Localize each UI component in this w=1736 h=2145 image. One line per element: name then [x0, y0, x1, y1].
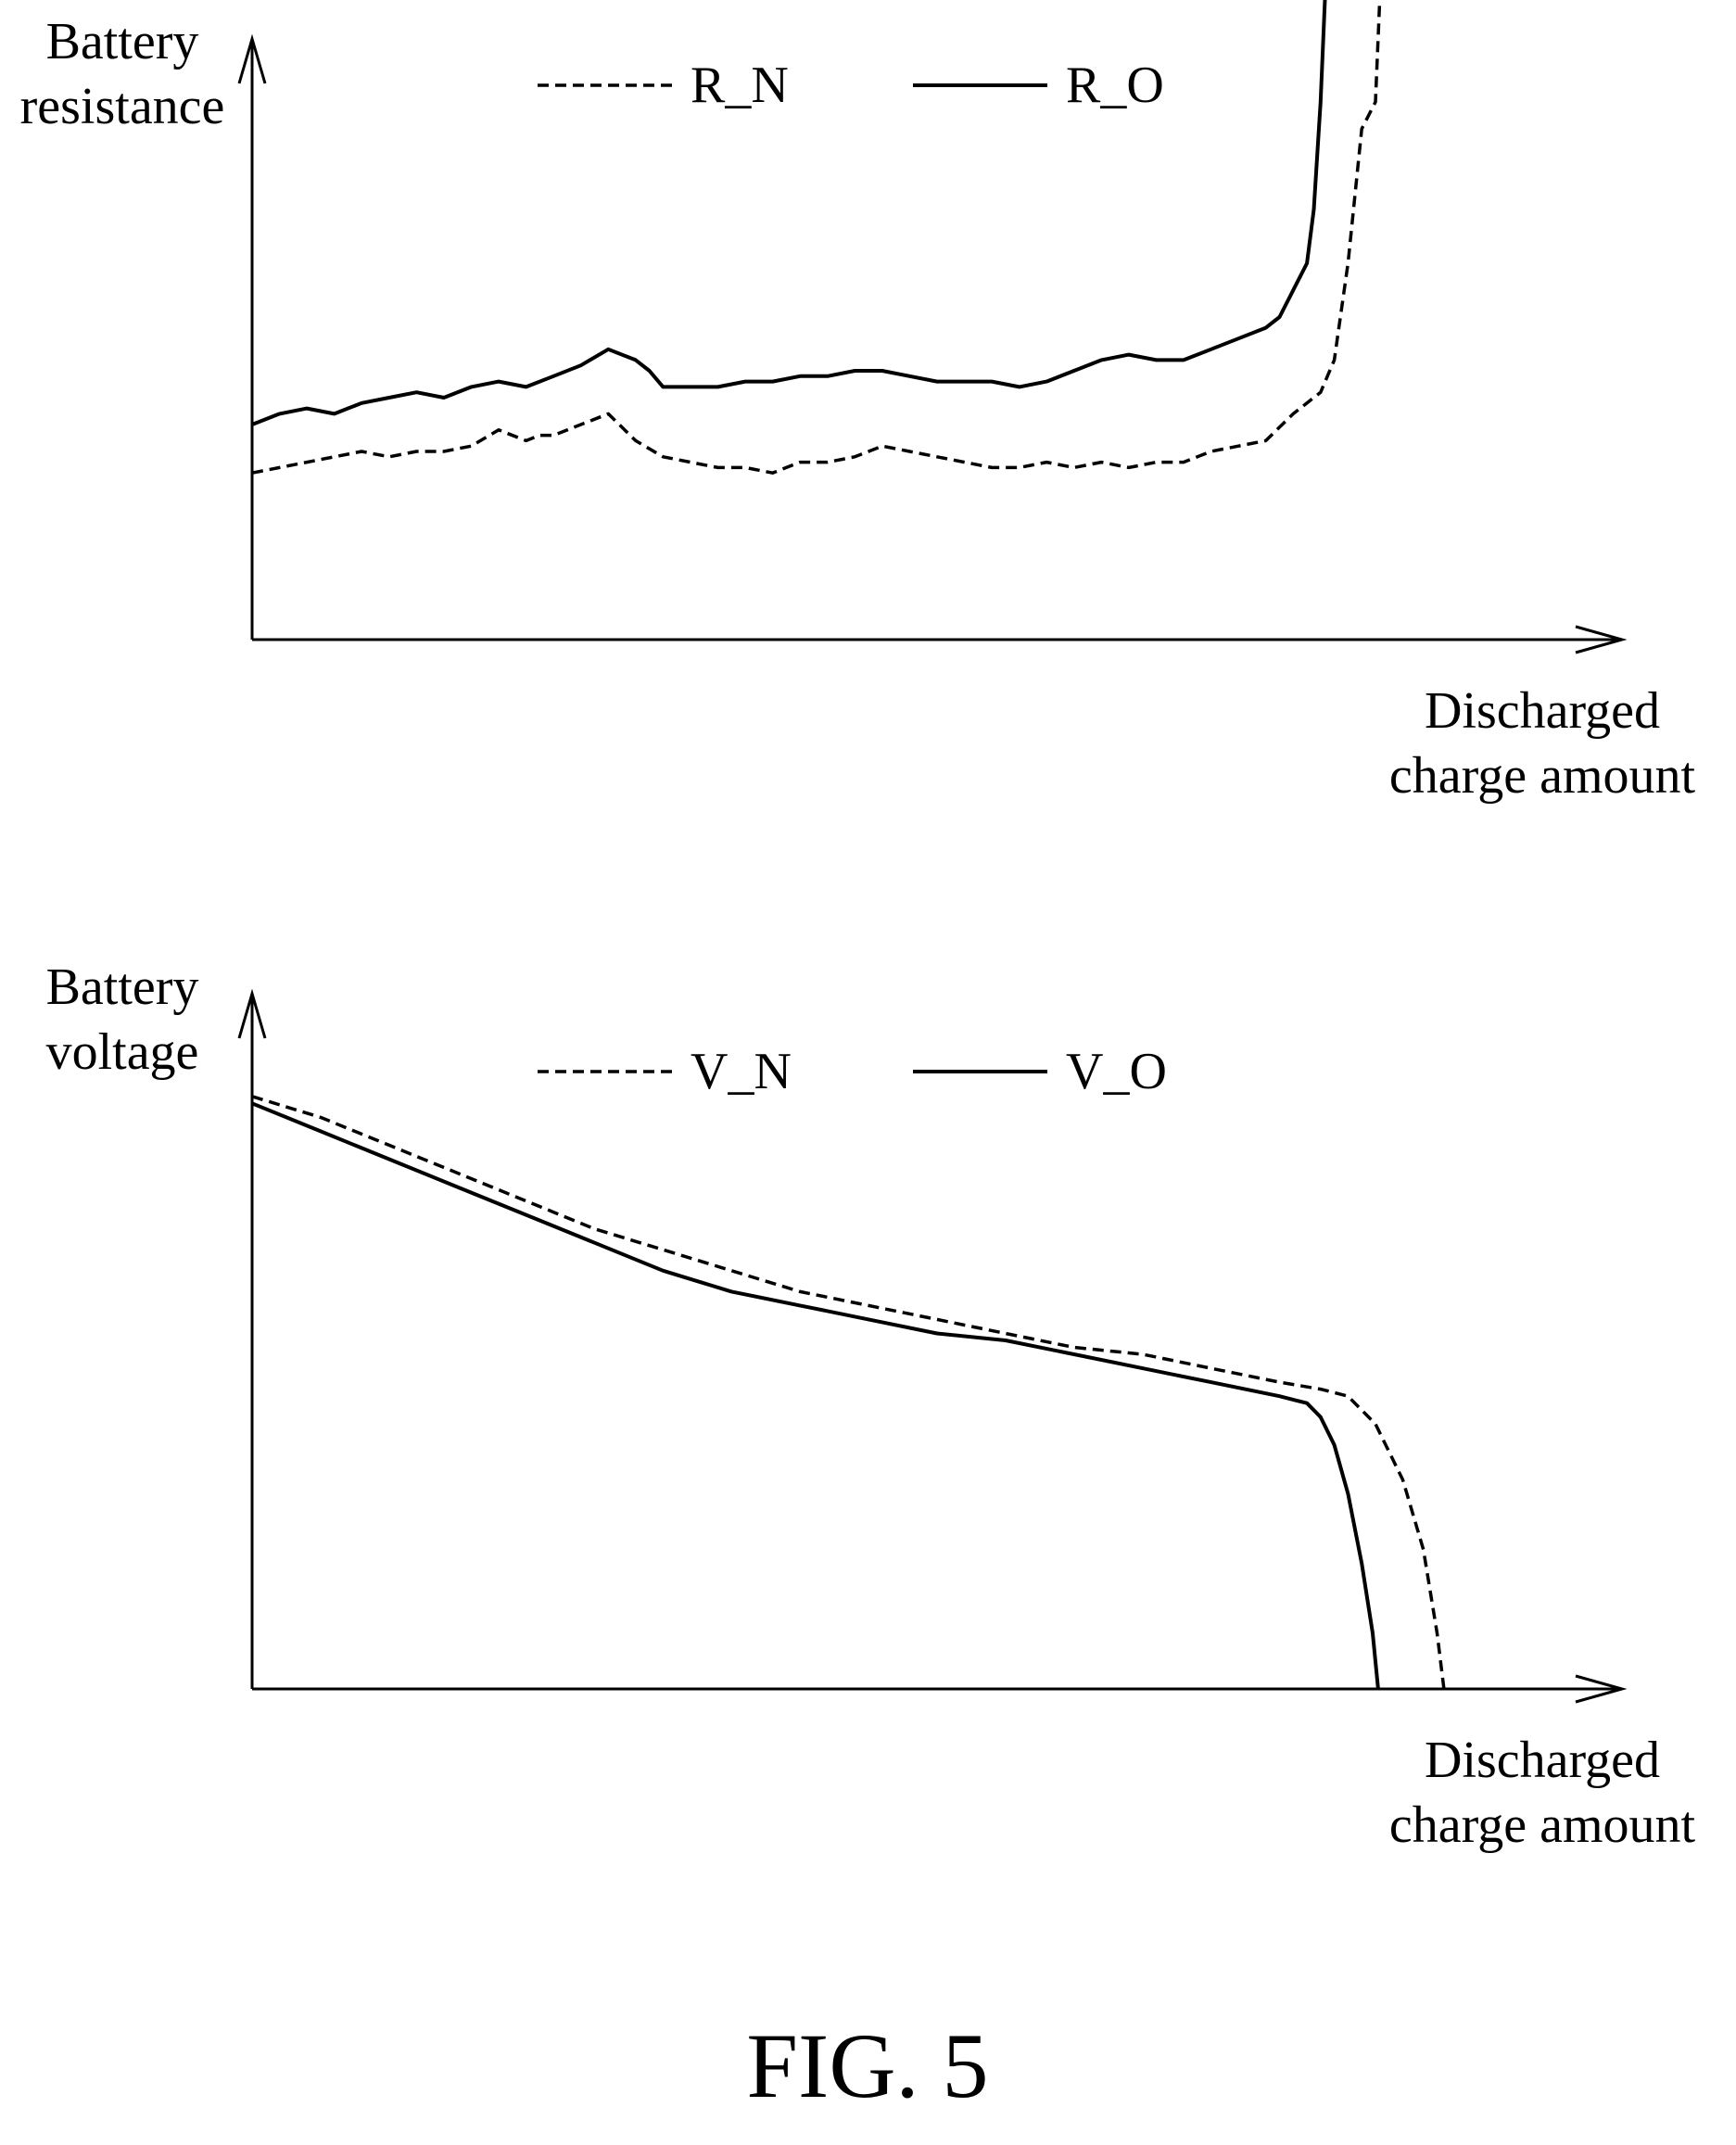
resistance-series-r-n-line: [251, 0, 1382, 475]
voltage-legend: V_N V_O: [538, 1043, 1167, 1100]
legend-label-v-o: V_O: [1066, 1043, 1167, 1100]
resistance-y-label-line1: Battery: [46, 13, 199, 70]
resistance-x-label-line2: charge amount: [1389, 747, 1696, 805]
voltage-y-label-line2: voltage: [46, 1023, 199, 1081]
voltage-chart: Battery voltage Discharged charge amount…: [46, 958, 1696, 1854]
resistance-x-axis-arrow: [1575, 625, 1628, 654]
voltage-series-v-n-line: [251, 1095, 1446, 1690]
voltage-series-v-o-line: [251, 1101, 1380, 1690]
legend-label-r-n: R_N: [691, 57, 789, 114]
resistance-series-r-o-line: [251, 0, 1327, 426]
voltage-x-label-line1: Discharged: [1425, 1732, 1660, 1789]
resistance-legend: R_N R_O: [538, 57, 1164, 114]
voltage-y-label-line1: Battery: [46, 958, 199, 1016]
legend-label-v-n: V_N: [691, 1043, 792, 1100]
legend-label-r-o: R_O: [1066, 57, 1164, 114]
resistance-x-label-line1: Discharged: [1425, 682, 1660, 740]
resistance-y-axis-arrow: [237, 33, 267, 84]
voltage-x-label-line2: charge amount: [1389, 1796, 1696, 1854]
resistance-chart: Battery resistance Discharged charge amo…: [20, 0, 1696, 805]
voltage-y-axis-arrow: [237, 988, 267, 1039]
voltage-x-axis-arrow: [1575, 1674, 1628, 1704]
resistance-y-label-line2: resistance: [20, 78, 225, 135]
figure-caption: FIG. 5: [746, 2014, 988, 2117]
